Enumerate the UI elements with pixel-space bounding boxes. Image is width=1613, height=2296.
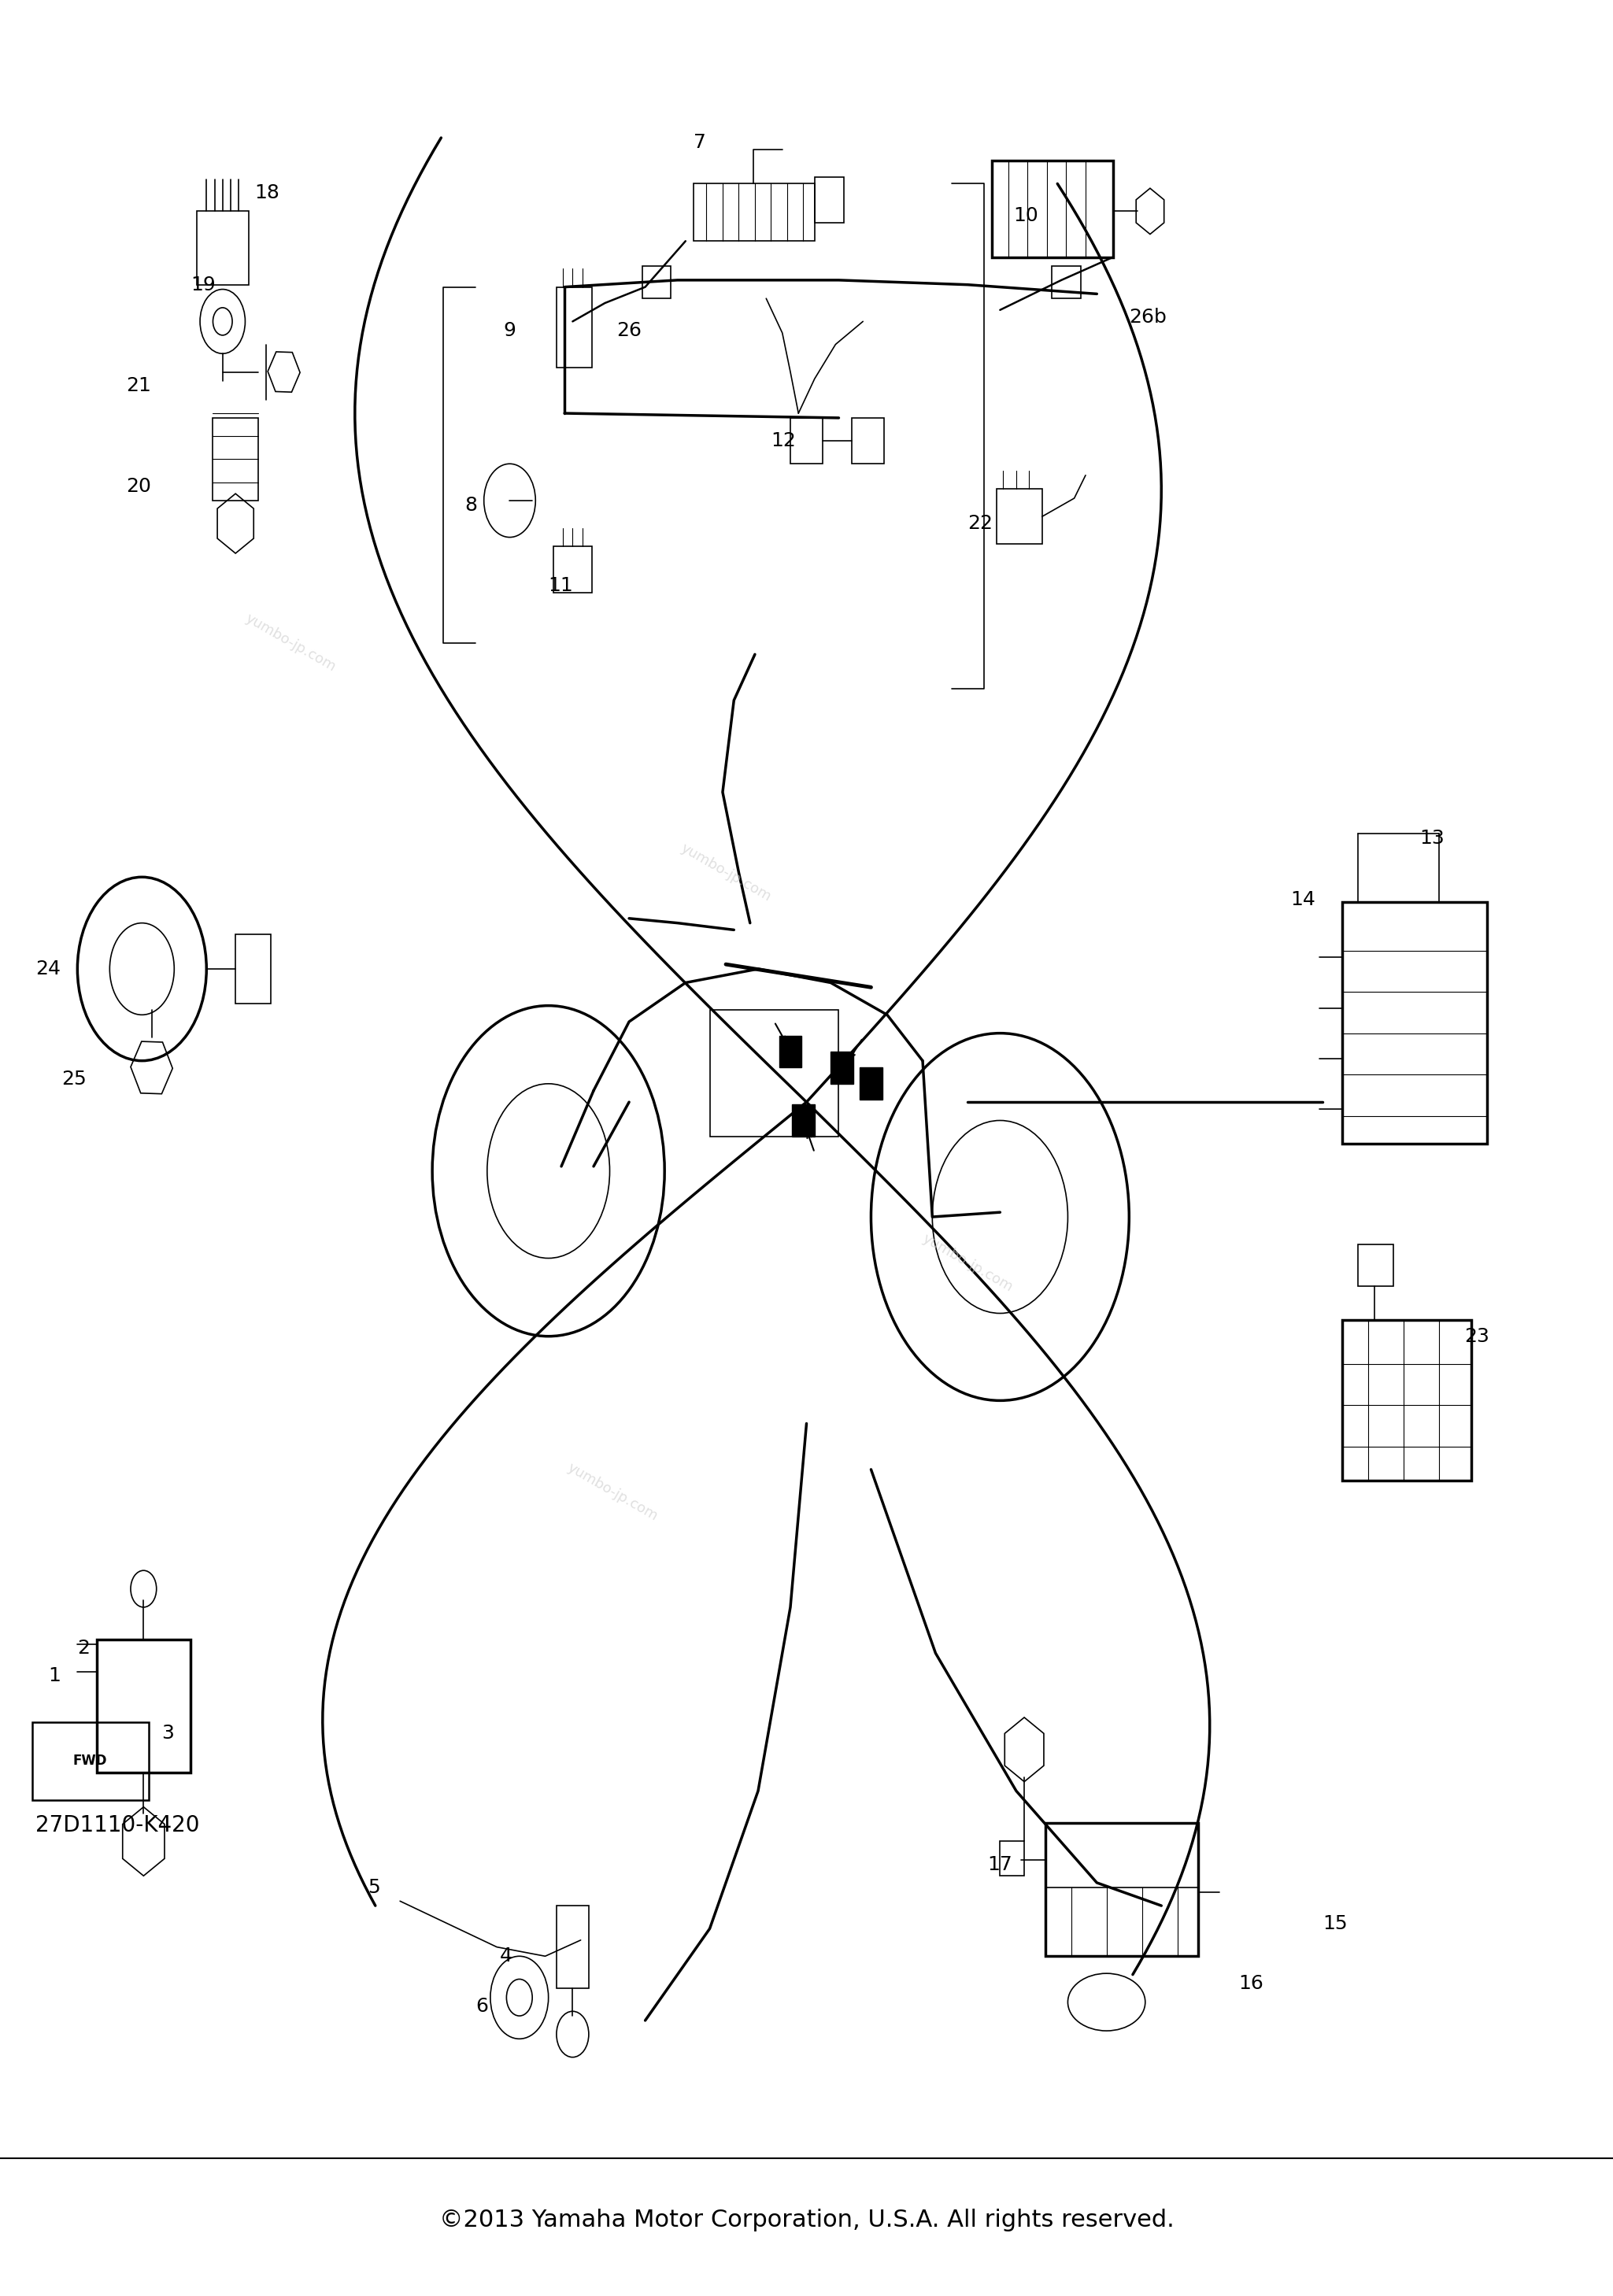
- Text: 4: 4: [500, 1947, 513, 1965]
- Text: FWD: FWD: [73, 1754, 108, 1768]
- Text: 22: 22: [968, 514, 994, 533]
- Text: 15: 15: [1323, 1915, 1347, 1933]
- Text: 16: 16: [1239, 1975, 1265, 1993]
- Text: 14: 14: [1290, 891, 1316, 909]
- Text: 19: 19: [190, 276, 215, 294]
- Text: 1: 1: [48, 1667, 61, 1685]
- Text: yumbo-jp.com: yumbo-jp.com: [565, 1460, 661, 1525]
- Text: 25: 25: [61, 1070, 85, 1088]
- Text: 3: 3: [161, 1724, 174, 1743]
- Text: 5: 5: [368, 1878, 381, 1896]
- Text: 10: 10: [1013, 207, 1037, 225]
- Text: yumbo-jp.com: yumbo-jp.com: [242, 611, 339, 675]
- Text: 23: 23: [1465, 1327, 1490, 1345]
- Text: 6: 6: [476, 1998, 489, 2016]
- Text: yumbo-jp.com: yumbo-jp.com: [919, 1231, 1016, 1295]
- Text: 24: 24: [35, 960, 61, 978]
- Text: 7: 7: [694, 133, 706, 152]
- Text: 18: 18: [255, 184, 281, 202]
- Bar: [831, 1052, 853, 1084]
- Text: 9: 9: [503, 321, 516, 340]
- Text: yumbo-jp.com: yumbo-jp.com: [677, 840, 774, 905]
- Text: 21: 21: [126, 377, 152, 395]
- Text: 2: 2: [77, 1639, 90, 1658]
- Bar: [792, 1104, 815, 1137]
- Bar: [860, 1068, 882, 1100]
- Text: 27D1110-K420: 27D1110-K420: [35, 1814, 200, 1837]
- Text: ©2013 Yamaha Motor Corporation, U.S.A. All rights reserved.: ©2013 Yamaha Motor Corporation, U.S.A. A…: [439, 2209, 1174, 2232]
- Text: 17: 17: [987, 1855, 1011, 1874]
- Text: 26b: 26b: [1129, 308, 1166, 326]
- Text: 12: 12: [771, 432, 797, 450]
- Text: 11: 11: [548, 576, 573, 595]
- Text: 20: 20: [126, 478, 152, 496]
- Bar: [779, 1035, 802, 1068]
- Text: 8: 8: [465, 496, 477, 514]
- Text: 26: 26: [616, 321, 642, 340]
- Text: 13: 13: [1419, 829, 1444, 847]
